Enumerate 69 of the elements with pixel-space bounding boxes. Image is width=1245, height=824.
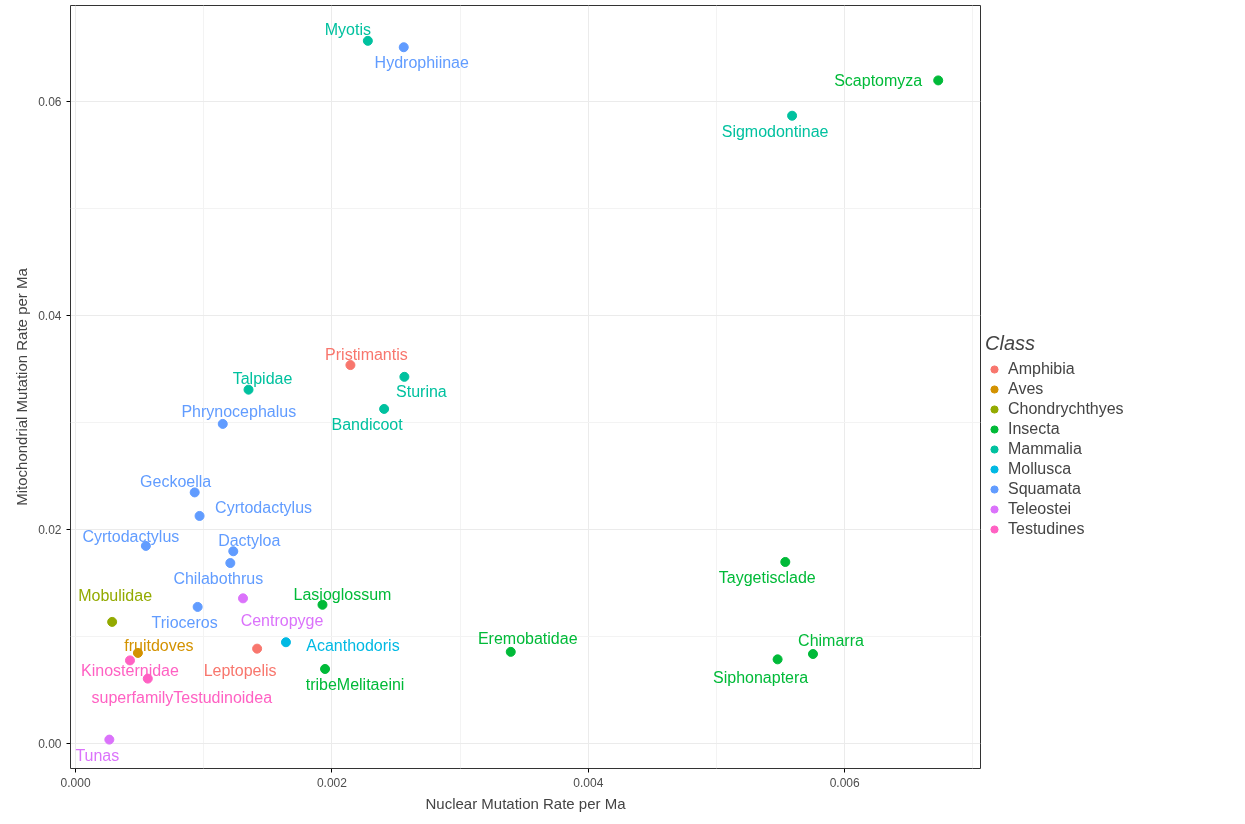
annotation: Hydrophiinae	[374, 53, 469, 71]
y-tick-label: 0.00	[38, 737, 62, 752]
point	[505, 646, 516, 657]
y-axis-title: Mitochondrial Mutation Rate per Ma	[13, 267, 31, 506]
legend-label: Squamata	[1008, 480, 1082, 498]
y-tick-label: 0.02	[38, 523, 62, 538]
annotation: Leptopelis	[203, 662, 277, 680]
annotation: Talpidae	[232, 370, 293, 388]
annotation: Cyrtodactylus	[215, 499, 313, 517]
annotation: Tunas	[75, 747, 120, 765]
legend-title: Class	[985, 332, 1036, 355]
x-tick-label: 0.002	[316, 775, 348, 790]
point	[192, 601, 203, 612]
legend-label: Aves	[1008, 380, 1045, 398]
annotation: Phrynocephalus	[181, 403, 297, 421]
point	[399, 371, 410, 382]
point	[189, 487, 200, 498]
point	[252, 643, 263, 654]
point	[398, 42, 409, 53]
annotation: Taygetisclade	[718, 569, 816, 587]
point	[280, 637, 291, 648]
x-tick-label: 0.004	[573, 775, 604, 790]
legend-label: Testudines	[1008, 520, 1086, 538]
x-tick-label: 0.000	[60, 775, 91, 790]
annotation: fruitdoves	[124, 637, 194, 655]
annotation: tribeMelitaeini	[305, 676, 405, 694]
y-tick-label: 0.04	[38, 309, 62, 324]
annotation: Kinosternidae	[81, 661, 179, 679]
point	[772, 654, 783, 665]
point	[238, 593, 249, 604]
legend-label: Teleostei	[1008, 500, 1073, 518]
x-tick-label: 0.006	[829, 775, 860, 790]
annotation: Lasioglossum	[293, 586, 392, 604]
annotation: Geckoella	[140, 472, 212, 490]
annotation: Pristimantis	[325, 345, 408, 363]
point	[807, 649, 818, 659]
point	[379, 403, 390, 414]
annotation: Sigmodontinae	[721, 123, 829, 141]
annotation: Myotis	[324, 21, 371, 39]
point	[107, 616, 118, 627]
annotation: Mobulidae	[78, 587, 153, 605]
annotation: Cyrtodactylus	[82, 528, 180, 546]
annotation: Acanthodoris	[306, 636, 400, 654]
point	[225, 558, 236, 569]
point	[787, 110, 798, 121]
legend-label: Amphibia	[1008, 360, 1076, 378]
point	[345, 360, 356, 371]
annotation: Chimarra	[798, 632, 864, 650]
legend-label: Chondrychthyes	[1008, 400, 1124, 418]
annotation: Siphonaptera	[713, 668, 809, 686]
point	[933, 75, 944, 86]
annotation: Trioceros	[151, 614, 218, 632]
legend-label: Mammalia	[1008, 440, 1083, 458]
legend-label: Mollusca	[1008, 460, 1073, 478]
annotation: Chilabothrus	[173, 569, 264, 587]
point	[320, 663, 331, 674]
annotation: superfamilyTestudinoidea	[91, 689, 273, 707]
point	[104, 734, 115, 745]
annotation: Sturina	[396, 383, 447, 401]
point	[194, 510, 205, 521]
annotation: Scaptomyza	[834, 71, 923, 89]
x-axis-title: Nuclear Mutation Rate per Ma	[425, 794, 627, 812]
point	[780, 556, 791, 567]
annotation: Bandicoot	[331, 416, 404, 434]
legend-label: Insecta	[1008, 420, 1061, 438]
annotation: Centropyge	[240, 611, 324, 629]
y-tick-label: 0.06	[38, 95, 62, 110]
annotation: Eremobatidae	[477, 630, 578, 648]
annotation: Dactyloa	[218, 531, 281, 549]
